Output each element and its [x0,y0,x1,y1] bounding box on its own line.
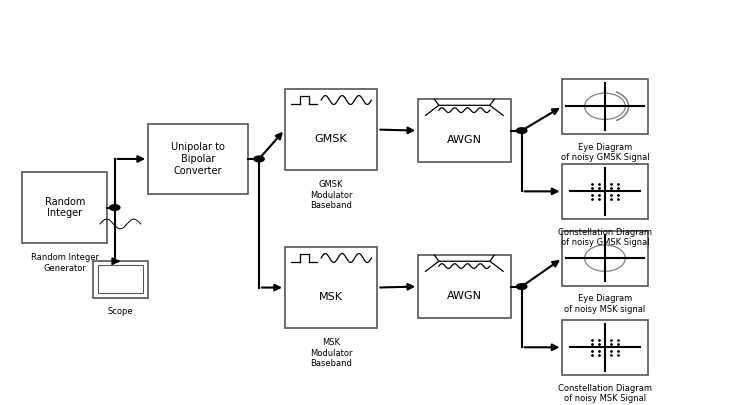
FancyBboxPatch shape [562,320,648,375]
FancyBboxPatch shape [285,89,377,170]
Text: AWGN: AWGN [447,135,482,145]
FancyBboxPatch shape [148,124,248,194]
Text: GMSK: GMSK [314,134,348,144]
Text: Scope: Scope [107,307,133,315]
Text: Constellation Diagram
of noisy GMSK Signal: Constellation Diagram of noisy GMSK Sign… [558,228,652,247]
Circle shape [110,205,120,211]
FancyBboxPatch shape [562,164,648,219]
FancyBboxPatch shape [98,265,143,293]
Text: Eye Diagram
of noisy GMSK Signal: Eye Diagram of noisy GMSK Signal [561,143,649,162]
FancyBboxPatch shape [562,231,648,286]
Text: GMSK
Modulator
Baseband: GMSK Modulator Baseband [310,180,352,210]
Text: AWGN: AWGN [447,291,482,301]
FancyBboxPatch shape [418,255,511,318]
FancyBboxPatch shape [418,99,511,162]
Text: MSK
Modulator
Baseband: MSK Modulator Baseband [310,338,352,368]
Circle shape [517,128,527,134]
Circle shape [517,284,527,289]
Text: Random Integer
Generator: Random Integer Generator [31,253,98,273]
Text: Constellation Diagram
of noisy MSK Signal: Constellation Diagram of noisy MSK Signa… [558,384,652,403]
FancyBboxPatch shape [92,261,148,298]
Text: Unipolar to
Bipolar
Converter: Unipolar to Bipolar Converter [171,143,225,175]
FancyBboxPatch shape [562,79,648,134]
Text: Eye Diagram
of noisy MSK signal: Eye Diagram of noisy MSK signal [565,294,645,314]
Ellipse shape [585,245,625,271]
FancyBboxPatch shape [285,247,377,328]
Text: Random
Integer: Random Integer [44,197,85,218]
Ellipse shape [585,93,625,119]
Circle shape [254,156,264,162]
Text: MSK: MSK [319,292,343,302]
FancyBboxPatch shape [22,172,107,243]
